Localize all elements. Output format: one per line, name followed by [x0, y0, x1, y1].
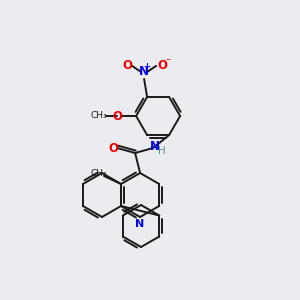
Text: O: O — [122, 59, 132, 72]
Text: H: H — [158, 146, 166, 156]
Text: +: + — [144, 62, 151, 71]
Text: CH₃: CH₃ — [91, 169, 107, 178]
Text: O: O — [112, 110, 122, 122]
Text: CH₃: CH₃ — [91, 112, 107, 121]
Text: N: N — [150, 140, 160, 152]
Text: N: N — [136, 219, 145, 229]
Text: O: O — [157, 59, 167, 72]
Text: ⁻: ⁻ — [166, 57, 171, 67]
Text: N: N — [139, 65, 149, 78]
Text: O: O — [108, 142, 118, 155]
